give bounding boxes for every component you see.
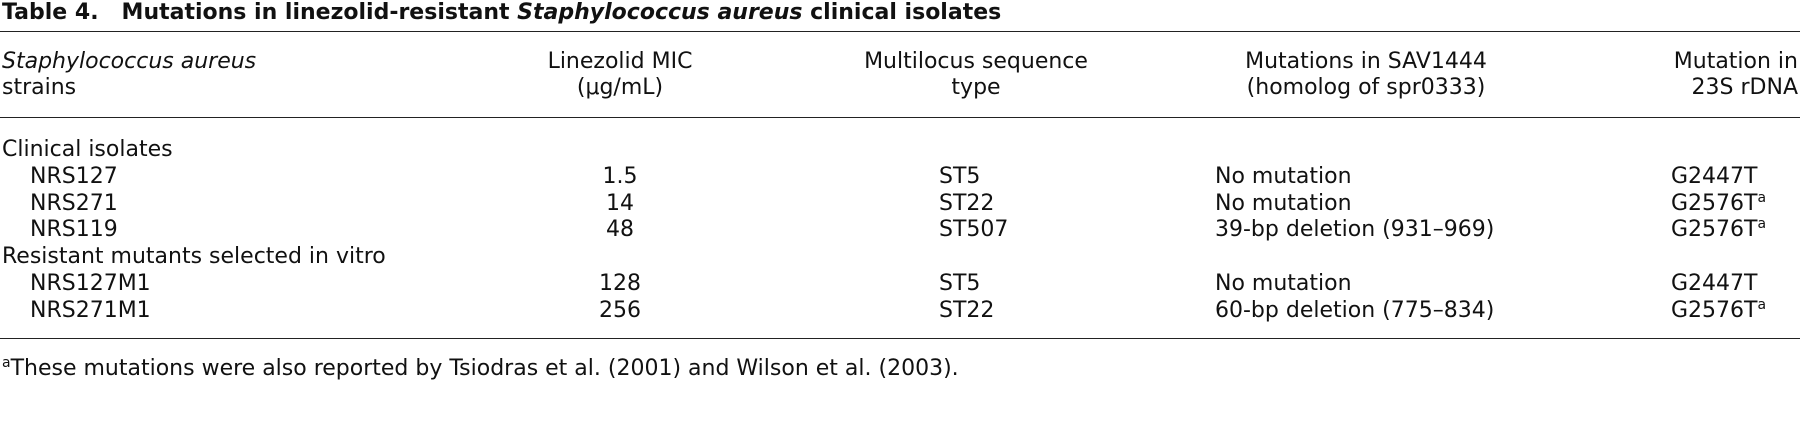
header-text: Mutations in SAV1444 [1245,49,1487,74]
group-label: Clinical isolates [2,137,173,162]
title-text: clinical isolates [802,0,1002,25]
mlst: ST22 [939,190,995,216]
sav1444: No mutation [1215,190,1352,216]
footnote-text: These mutations were also reported by Ts… [10,356,959,381]
table-label: Table 4. [2,0,99,25]
mic: 48 [606,217,634,243]
footnote-mark: a [1757,296,1767,313]
mlst: ST22 [939,297,995,323]
group-label: Resistant mutants selected in vitro [2,244,386,270]
header-text: type [951,75,1001,100]
rdna-text: G2576T [1671,297,1758,323]
header-text: Multilocus sequence [864,49,1088,74]
strain: NRS271M1 [30,297,151,323]
rule [0,338,1800,339]
sav1444: No mutation [1215,163,1352,189]
header-text: (homolog of spr0333) [1246,75,1486,100]
sav1444: No mutation [1215,271,1352,296]
footnote-mark: a [2,355,11,371]
header-text: 23S rDNA [1691,75,1798,100]
mic: 128 [599,271,641,296]
mlst: ST507 [939,217,1009,243]
strain: NRS119 [30,217,118,243]
rdna-text: G2576T [1671,217,1758,243]
mic: 14 [606,190,634,216]
strain: NRS127 [30,163,118,189]
sav1444: 60-bp deletion (775–834) [1215,297,1495,323]
title-text: Mutations in linezolid-resistant [121,0,518,25]
rdna: G2576Ta [1671,217,1766,243]
footnote-mark: a [1757,189,1767,206]
header-text: strains [2,75,77,100]
rule [0,31,1800,32]
strain: NRS127M1 [30,271,151,296]
sav1444: 39-bp deletion (931–969) [1215,217,1495,243]
title-italic: Staphylococcus aureus [517,0,803,25]
header-text: Staphylococcus aureus [2,49,257,74]
rdna: G2576Ta [1671,298,1766,324]
header-text: Mutation in [1673,49,1798,74]
rdna: G2447T [1671,271,1757,297]
rdna-text: G2447T [1671,271,1758,296]
header-text: (μg/mL) [576,75,664,100]
rdna: G2576Ta [1671,191,1766,217]
rdna-text: G2576T [1671,190,1758,216]
footnote: aThese mutations were also reported by T… [2,356,959,382]
header-text: Linezolid MIC [547,49,693,74]
mlst: ST5 [939,271,981,296]
rdna-text: G2447T [1671,163,1758,189]
mlst: ST5 [939,163,981,189]
rdna: G2447T [1671,164,1757,190]
footnote-mark: a [1757,216,1767,233]
strain: NRS271 [30,190,118,216]
mic: 256 [599,297,641,323]
table-title: Table 4. Mutations in linezolid-resistan… [2,0,1001,26]
mic: 1.5 [602,163,638,189]
rule [0,117,1800,118]
